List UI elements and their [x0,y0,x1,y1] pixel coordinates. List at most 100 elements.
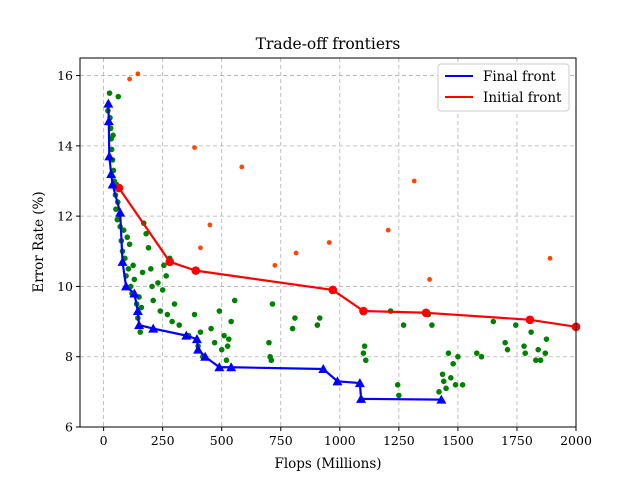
initial-population-points [127,71,553,282]
final-population-point [452,382,459,388]
final-front-marker [104,151,115,161]
final-population-point [478,353,485,360]
final-population-point [535,346,542,353]
x-tick-label: 2000 [560,433,592,448]
final-front-marker [436,394,447,404]
final-population-point [197,329,204,335]
final-population-point [542,350,549,357]
final-population-point [504,346,511,353]
final-population-point [448,375,454,381]
final-front-marker [181,330,192,340]
final-population-point [115,93,122,100]
initial-population-point [192,145,197,151]
final-population-point [521,343,527,349]
final-population-point [221,332,227,339]
final-front-marker [117,256,128,266]
final-population-point [396,392,402,399]
final-population-point [113,206,119,212]
x-tick-label: 1750 [501,433,533,448]
initial-population-point [239,164,245,170]
final-population-point [124,234,131,241]
final-population-point [224,343,231,349]
final-population-point [130,262,136,269]
final-population-point [443,385,449,392]
final-population-point [139,269,146,276]
initial-population-point [411,178,417,184]
chart-title: Trade-off frontiers [256,35,401,53]
final-population-point [268,357,275,364]
final-population-point [459,382,466,388]
final-front-marker [121,281,132,291]
final-population-point [474,350,480,357]
final-population-point [228,318,234,325]
final-population-point [361,343,368,349]
final-population-point [110,132,116,139]
final-front-marker [214,362,225,372]
final-population-point [436,389,442,395]
final-population-point [226,336,232,342]
final-population-point [126,241,133,248]
x-tick-label: 1500 [442,433,474,448]
x-tick-label: 1250 [383,433,415,448]
x-tick-label: 0 [100,433,108,448]
final-population-point [316,315,323,321]
initial-front-marker [165,257,175,267]
final-population-point [169,318,175,325]
initial-population-point [293,250,299,256]
final-population-point [191,311,198,318]
final-front-marker [318,364,329,374]
initial-population-point [207,222,213,228]
final-population-point [131,276,138,283]
final-population-point [208,325,214,332]
final-front-marker [200,351,211,361]
final-population-point [362,357,369,364]
y-axis-title: Error Rate (%) [31,191,47,292]
final-population-point [155,280,161,286]
y-tick-label: 8 [65,349,73,364]
final-population-point [106,90,113,96]
initial-population-point [427,277,432,282]
x-tick-label: 750 [269,433,293,448]
final-population-point [543,336,550,342]
final-population-point [163,273,170,279]
final-front-marker [115,207,126,217]
y-tick-label: 10 [57,279,73,294]
final-front-marker [193,344,204,354]
final-population-point [138,304,145,311]
final-population-point [164,311,171,318]
x-axis-title: Flops (Millions) [274,456,381,472]
final-population-point [157,308,164,314]
final-population-point [223,357,230,364]
x-tick-label: 1000 [324,433,356,448]
final-population-point [512,322,519,328]
final-front-marker [132,306,143,316]
final-population-point [161,262,167,269]
initial-population-point [385,227,391,233]
final-population-point [150,297,157,304]
initial-front-marker [359,306,368,316]
final-population-point [159,287,166,293]
final-population-point [266,339,272,346]
final-population-point [211,339,218,346]
final-population-point [533,357,539,364]
y-tick-label: 16 [57,68,73,83]
final-population-point [490,318,497,325]
final-front-marker [332,376,343,386]
initial-population-point [326,240,332,245]
final-front-marker [356,393,367,403]
final-population-point [145,244,152,251]
final-population-point [120,227,127,233]
initial-population-point [547,255,553,261]
final-population-point [292,315,298,321]
final-population-point [289,325,296,332]
final-population-point [360,350,367,357]
initial-population-point [135,71,141,77]
final-front-marker [103,98,114,108]
initial-population-point [198,245,203,251]
final-front-marker [106,168,117,178]
legend-final-label: Final front [483,69,556,85]
final-front-marker [103,116,114,126]
final-population-point [429,322,435,328]
final-population-point [231,297,238,304]
